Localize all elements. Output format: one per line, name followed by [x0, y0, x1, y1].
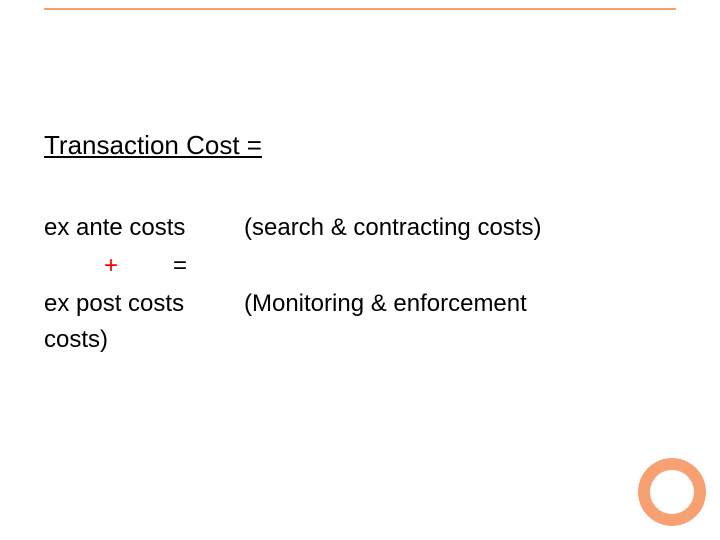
costs-tail: costs) — [44, 322, 244, 358]
slide-title: Transaction Cost = — [44, 130, 262, 161]
costs-tail-spacer — [244, 322, 664, 358]
equals-sign: = — [173, 248, 187, 284]
plus-equals-row: + = — [44, 248, 664, 284]
ex-post-left: ex post costs — [44, 286, 244, 322]
ex-post-right: (Monitoring & enforcement — [244, 286, 664, 322]
accent-rule — [44, 8, 676, 10]
decor-circle-inner — [650, 470, 694, 514]
slide-body: ex ante costs (search & contracting cost… — [44, 210, 664, 358]
line-ex-ante: ex ante costs (search & contracting cost… — [44, 210, 664, 246]
line-costs-tail: costs) — [44, 322, 664, 358]
ex-ante-right: (search & contracting costs) — [244, 210, 664, 246]
slide: Transaction Cost = ex ante costs (search… — [0, 0, 720, 540]
line-ex-post: ex post costs (Monitoring & enforcement — [44, 286, 664, 322]
ex-ante-left: ex ante costs — [44, 210, 244, 246]
plus-sign: + — [104, 248, 118, 284]
